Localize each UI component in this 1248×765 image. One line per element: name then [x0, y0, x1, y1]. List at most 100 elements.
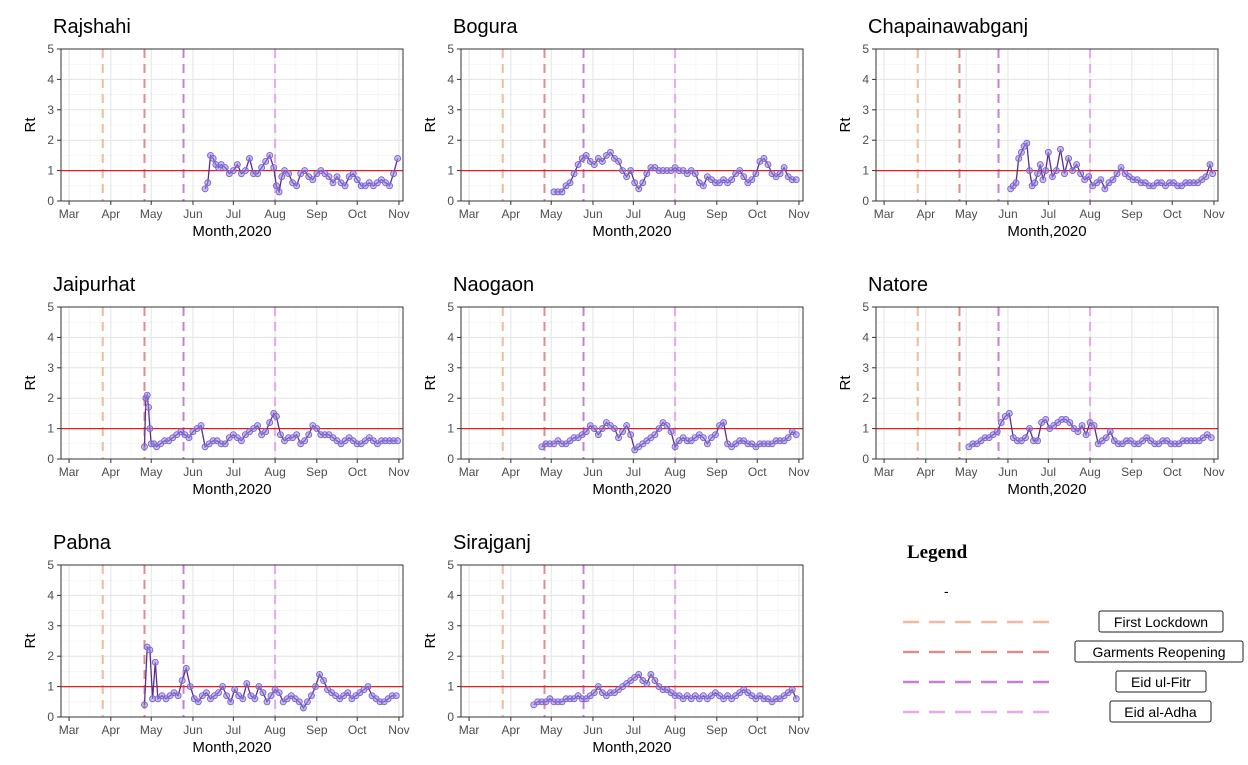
- data-point: [776, 170, 784, 178]
- data-point: [615, 434, 622, 442]
- data-point: [272, 182, 280, 190]
- legend-label: Eid ul-Fitr: [1131, 674, 1191, 690]
- data-point: [748, 176, 756, 184]
- x-tick-label: Mar: [59, 723, 80, 737]
- data-point: [221, 164, 229, 172]
- x-tick-label: Apr: [501, 723, 520, 737]
- x-tick-label: Aug: [264, 465, 285, 479]
- data-point: [1074, 428, 1082, 436]
- y-axis-label: Rt: [837, 375, 854, 391]
- panels-group: Rajshahi 0 1 2 3 4 5 Mar Apr May Jun Jul Aug Sep Oct No…: [22, 16, 1225, 756]
- legend-title: Legend: [907, 542, 968, 563]
- data-point: [390, 170, 398, 178]
- data-point: [611, 425, 618, 433]
- y-tick-label: 3: [862, 361, 869, 375]
- chart-panel: Naogaon 0 1 2 3 4 5 Mar Apr May Jun Jul Aug Sep Oct Nov…: [422, 274, 810, 498]
- data-point: [1012, 179, 1020, 187]
- data-point: [760, 154, 768, 162]
- y-tick-label: 3: [47, 619, 54, 633]
- y-tick-label: 4: [862, 72, 869, 86]
- data-point: [1042, 167, 1050, 175]
- data-point: [623, 173, 631, 181]
- y-tick-label: 0: [47, 710, 54, 724]
- x-tick-label: Jul: [626, 723, 641, 737]
- data-point: [262, 428, 270, 436]
- x-tick-label: Oct: [348, 465, 367, 479]
- data-point: [1042, 416, 1050, 423]
- data-point: [151, 658, 159, 666]
- y-axis-label: Rt: [837, 117, 854, 133]
- y-tick-label: 1: [862, 422, 869, 436]
- panel-border: [60, 306, 404, 460]
- data-point: [201, 185, 209, 193]
- y-axis-label: Rt: [22, 375, 39, 391]
- data-point: [703, 440, 711, 448]
- data-point: [325, 173, 333, 181]
- x-tick-label: Sep: [706, 465, 728, 479]
- data-point: [712, 431, 719, 439]
- data-point: [566, 179, 574, 187]
- x-tick-label: Apr: [501, 207, 520, 221]
- y-tick-label: 2: [862, 391, 869, 405]
- data-point: [1209, 170, 1217, 178]
- data-point: [993, 428, 1001, 436]
- data-point: [582, 428, 590, 436]
- x-tick-label: Jul: [226, 465, 241, 479]
- data-point: [598, 425, 606, 433]
- x-tick-label: May: [140, 465, 163, 479]
- data-point: [394, 437, 402, 445]
- data-point: [1061, 170, 1068, 178]
- data-point: [1206, 161, 1214, 168]
- y-tick-label: 5: [47, 558, 54, 572]
- data-point: [394, 154, 402, 162]
- y-tick-label: 3: [47, 103, 54, 117]
- data-point: [655, 425, 663, 433]
- data-point: [1109, 176, 1117, 184]
- data-point: [1057, 145, 1064, 153]
- data-point: [185, 434, 193, 442]
- data-point: [635, 185, 643, 193]
- data-point: [1017, 148, 1025, 156]
- data-point: [197, 422, 205, 430]
- x-tick-label: Aug: [664, 207, 685, 221]
- x-tick-label: Apr: [101, 723, 120, 737]
- data-point: [182, 664, 190, 672]
- x-tick-label: Jun: [583, 207, 602, 221]
- data-point: [270, 164, 278, 172]
- data-point: [736, 167, 744, 175]
- x-tick-label: Mar: [874, 207, 895, 221]
- data-point: [627, 167, 635, 175]
- y-tick-label: 3: [447, 361, 454, 375]
- data-point: [720, 419, 728, 426]
- x-tick-label: Sep: [306, 207, 328, 221]
- x-tick-label: Aug: [664, 465, 685, 479]
- data-point: [570, 170, 578, 178]
- x-tick-label: Oct: [348, 723, 367, 737]
- data-point: [178, 677, 186, 684]
- data-point: [239, 695, 247, 703]
- legend-items: First Lockdown Garments Reopening Eid ul-F…: [903, 610, 1244, 723]
- data-point: [590, 161, 598, 168]
- data-point: [305, 431, 313, 439]
- y-tick-label: 4: [447, 72, 454, 86]
- y-tick-label: 5: [447, 300, 454, 314]
- data-point: [788, 686, 796, 694]
- x-tick-label: Nov: [388, 465, 409, 479]
- data-point: [233, 161, 241, 168]
- chart-panel: Rajshahi 0 1 2 3 4 5 Mar Apr May Jun Jul Aug Sep Oct No…: [22, 16, 410, 240]
- legend-label-box: [1109, 700, 1212, 723]
- x-axis-label: Month,2020: [192, 481, 271, 498]
- data-point: [1078, 422, 1086, 430]
- x-tick-label: May: [140, 723, 163, 737]
- y-tick-label: 4: [862, 330, 869, 344]
- data-point: [623, 422, 631, 430]
- data-point: [1026, 425, 1033, 433]
- x-tick-label: Nov: [788, 207, 809, 221]
- y-tick-label: 5: [47, 42, 54, 56]
- data-point: [141, 701, 148, 709]
- data-point: [558, 188, 566, 196]
- y-tick-label: 4: [447, 330, 454, 344]
- x-tick-label: Jun: [183, 723, 202, 737]
- data-point: [243, 680, 251, 688]
